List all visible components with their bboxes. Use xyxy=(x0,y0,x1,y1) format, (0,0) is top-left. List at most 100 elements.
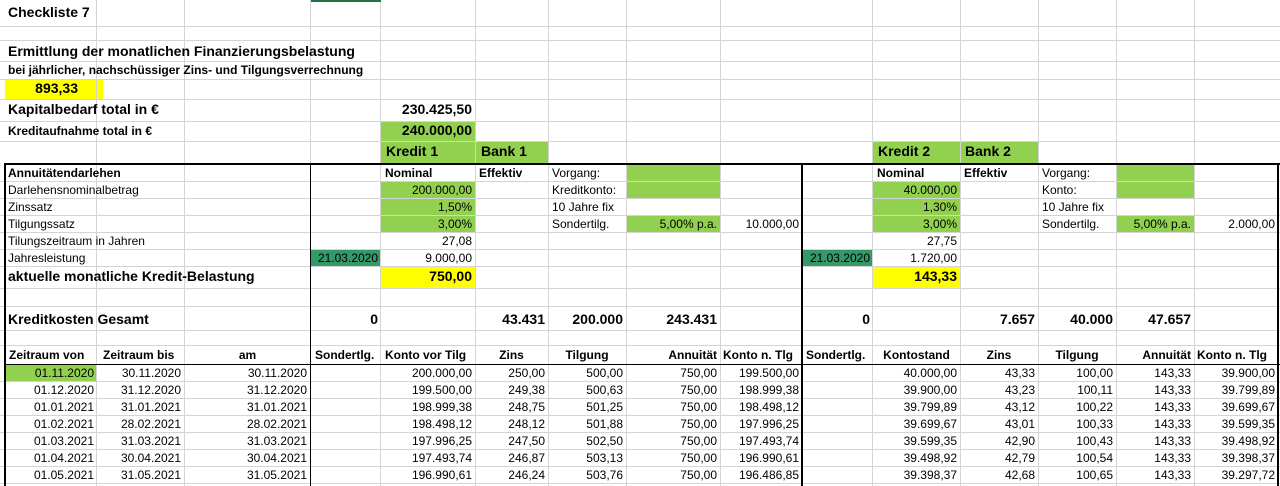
cell-k2-zins[interactable]: 42,90 xyxy=(1004,434,1035,448)
k1-sondertilg-rate[interactable]: 5,00% p.a. xyxy=(659,217,717,231)
cell-k1-konto[interactable]: 200.000,00 xyxy=(411,366,472,380)
cell-k1-nach[interactable]: 198.498,12 xyxy=(738,400,799,414)
k2-tilgungssatz[interactable]: 3,00% xyxy=(922,217,957,231)
cell-k1-konto[interactable]: 199.500,00 xyxy=(411,383,472,397)
cell-k1-nach[interactable]: 197.493,74 xyxy=(738,434,799,448)
cell-k2-tilg[interactable]: 100,00 xyxy=(1076,366,1113,380)
cell-k2-nach[interactable]: 39.599,35 xyxy=(1221,417,1275,431)
cell-k2-tilg[interactable]: 100,65 xyxy=(1076,468,1113,482)
cell-k1-nach[interactable]: 196.486,85 xyxy=(738,468,799,482)
cell-k2-konto[interactable]: 39.699,67 xyxy=(903,417,957,431)
k1-nominalbetrag[interactable]: 200.000,00 xyxy=(411,183,472,197)
cell-k1-nach[interactable]: 197.996,25 xyxy=(738,417,799,431)
cell-k2-ann[interactable]: 143,33 xyxy=(1154,383,1191,397)
cell-bis[interactable]: 31.01.2021 xyxy=(120,400,181,414)
cell-k1-nach[interactable]: 196.990,61 xyxy=(738,451,799,465)
cell-k2-konto[interactable]: 39.498,92 xyxy=(903,451,957,465)
cell-bis[interactable]: 31.03.2021 xyxy=(120,434,181,448)
k1-belastung[interactable]: 750,00 xyxy=(429,268,472,284)
cell-bis[interactable]: 28.02.2021 xyxy=(120,417,181,431)
cell-am[interactable]: 31.03.2021 xyxy=(246,434,307,448)
cell-k1-zins[interactable]: 246,24 xyxy=(508,468,545,482)
cell-von[interactable]: 01.03.2021 xyxy=(33,434,94,448)
cell-k1-konto[interactable]: 196.990,61 xyxy=(411,468,472,482)
cell-bis[interactable]: 30.11.2020 xyxy=(121,366,181,380)
cell-k1-ann[interactable]: 750,00 xyxy=(680,417,717,431)
cell-von[interactable]: 01.02.2021 xyxy=(33,417,94,431)
cell-k2-ann[interactable]: 143,33 xyxy=(1154,468,1191,482)
k2-nominalbetrag[interactable]: 40.000,00 xyxy=(903,183,957,197)
cell-k1-ann[interactable]: 750,00 xyxy=(680,366,717,380)
k1-zinssatz[interactable]: 1,50% xyxy=(437,200,472,214)
cell-am[interactable]: 31.05.2021 xyxy=(246,468,307,482)
cell-am[interactable]: 30.11.2020 xyxy=(247,366,307,380)
cell-k1-ann[interactable]: 750,00 xyxy=(680,451,717,465)
k1-kosten-zins[interactable]: 43.431 xyxy=(502,311,545,327)
cell-k2-ann[interactable]: 143,33 xyxy=(1154,434,1191,448)
k2-sondertilg-rate[interactable]: 5,00% p.a. xyxy=(1133,217,1191,231)
cell-k2-zins[interactable]: 43,01 xyxy=(1004,417,1035,431)
cell-k1-zins[interactable]: 249,38 xyxy=(508,383,545,397)
cell-k2-konto[interactable]: 39.398,37 xyxy=(903,468,957,482)
cell-k2-zins[interactable]: 43,23 xyxy=(1004,383,1035,397)
cell-von[interactable]: 01.04.2021 xyxy=(33,451,94,465)
cell-k2-nach[interactable]: 39.398,37 xyxy=(1221,451,1275,465)
cell-k2-nach[interactable]: 39.699,67 xyxy=(1221,400,1275,414)
cell-von[interactable]: 01.01.2021 xyxy=(33,400,94,414)
k2-kosten-annuitaet[interactable]: 47.657 xyxy=(1148,311,1191,327)
cell-bis[interactable]: 31.12.2020 xyxy=(120,383,181,397)
cell-k2-konto[interactable]: 39.599,35 xyxy=(903,434,957,448)
cell-k1-konto[interactable]: 198.498,12 xyxy=(411,417,472,431)
cell-k1-zins[interactable]: 250,00 xyxy=(508,366,545,380)
cell-k1-ann[interactable]: 750,00 xyxy=(680,434,717,448)
cell-von[interactable]: 01.05.2021 xyxy=(33,468,94,482)
cell-k1-nach[interactable]: 198.999,38 xyxy=(738,383,799,397)
kreditaufnahme-value[interactable]: 240.000,00 xyxy=(401,122,472,138)
kapitalbedarf-value[interactable]: 230.425,50 xyxy=(401,101,472,117)
k2-zinssatz[interactable]: 1,30% xyxy=(922,200,957,214)
cell-k1-tilg[interactable]: 501,88 xyxy=(586,417,623,431)
cell-k1-konto[interactable]: 197.996,25 xyxy=(411,434,472,448)
cell-k2-tilg[interactable]: 100,54 xyxy=(1076,451,1113,465)
k1-jahresleistung[interactable]: 9.000,00 xyxy=(425,251,472,265)
k1-tilgungszeitraum[interactable]: 27,08 xyxy=(441,234,472,248)
cell-k2-tilg[interactable]: 100,33 xyxy=(1076,417,1113,431)
cell-k2-zins[interactable]: 42,79 xyxy=(1004,451,1035,465)
k1-date[interactable]: 21.03.2020 xyxy=(317,251,378,265)
cell-k2-konto[interactable]: 39.900,00 xyxy=(903,383,957,397)
cell-am[interactable]: 30.04.2021 xyxy=(246,451,307,465)
k2-sondertilg-amount[interactable]: 2.000,00 xyxy=(1228,217,1275,231)
cell-k2-ann[interactable]: 143,33 xyxy=(1154,366,1191,380)
cell-k2-zins[interactable]: 43,33 xyxy=(1004,366,1035,380)
cell-k1-konto[interactable]: 197.493,74 xyxy=(411,451,472,465)
cell-k2-ann[interactable]: 143,33 xyxy=(1154,400,1191,414)
cell-k1-zins[interactable]: 247,50 xyxy=(508,434,545,448)
cell-k1-nach[interactable]: 199.500,00 xyxy=(738,366,799,380)
k2-kosten-zins[interactable]: 7.657 xyxy=(999,311,1035,327)
cell-k1-zins[interactable]: 248,12 xyxy=(508,417,545,431)
cell-k1-zins[interactable]: 248,75 xyxy=(508,400,545,414)
k2-jahresleistung[interactable]: 1.720,00 xyxy=(910,251,957,265)
cell-k2-nach[interactable]: 39.900,00 xyxy=(1221,366,1275,380)
cell-am[interactable]: 28.02.2021 xyxy=(246,417,307,431)
k1-kosten-tilgung[interactable]: 200.000 xyxy=(572,311,623,327)
cell-k1-tilg[interactable]: 501,25 xyxy=(586,400,623,414)
cell-k2-ann[interactable]: 143,33 xyxy=(1154,417,1191,431)
cell-k2-tilg[interactable]: 100,22 xyxy=(1076,400,1113,414)
cell-k1-tilg[interactable]: 503,76 xyxy=(586,468,623,482)
monthly-total[interactable]: 893,33 xyxy=(35,80,78,96)
cell-k1-ann[interactable]: 750,00 xyxy=(680,468,717,482)
cell-k2-konto[interactable]: 40.000,00 xyxy=(903,366,957,380)
k2-date[interactable]: 21.03.2020 xyxy=(809,251,870,265)
cell-k2-tilg[interactable]: 100,11 xyxy=(1077,383,1113,397)
k1-sondertilg-amount[interactable]: 10.000,00 xyxy=(745,217,799,231)
cell-k1-tilg[interactable]: 500,00 xyxy=(586,366,623,380)
cell-k2-nach[interactable]: 39.799,89 xyxy=(1221,383,1275,397)
cell-am[interactable]: 31.12.2020 xyxy=(246,383,307,397)
k1-kosten-annuitaet[interactable]: 243.431 xyxy=(666,311,717,327)
cell-k1-zins[interactable]: 246,87 xyxy=(508,451,545,465)
k2-belastung[interactable]: 143,33 xyxy=(914,268,957,284)
k2-kosten-tilgung[interactable]: 40.000 xyxy=(1070,311,1113,327)
cell-k2-zins[interactable]: 42,68 xyxy=(1004,468,1035,482)
